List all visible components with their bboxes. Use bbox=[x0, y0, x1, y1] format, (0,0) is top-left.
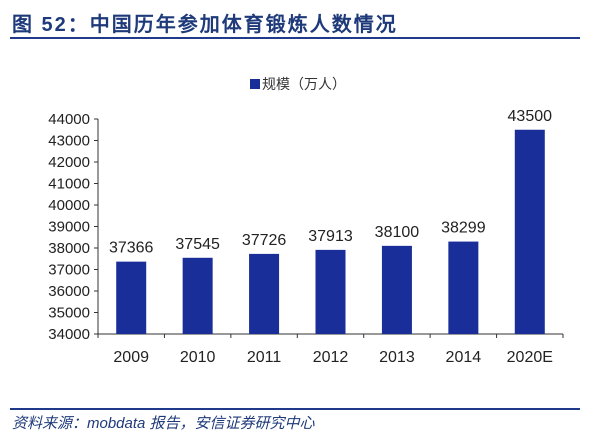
title-rule bbox=[10, 37, 580, 39]
bar-2014 bbox=[448, 241, 479, 334]
bar-2010 bbox=[182, 257, 213, 334]
y-tick-label: 41000 bbox=[48, 176, 90, 193]
y-tick-label: 43000 bbox=[48, 133, 90, 150]
bar-2020E bbox=[514, 129, 545, 334]
y-tick-label: 40000 bbox=[48, 197, 90, 214]
legend-label: 规模（万人） bbox=[262, 76, 346, 92]
y-tick-label: 44000 bbox=[48, 111, 90, 128]
bar-2012 bbox=[315, 249, 346, 334]
legend: 规模（万人） bbox=[250, 74, 346, 94]
data-label-2013: 38100 bbox=[375, 224, 420, 241]
bar-2009 bbox=[116, 261, 147, 334]
chart-title: 图 52：中国历年参加体育锻炼人数情况 bbox=[12, 14, 398, 36]
x-tick-label-2014: 2014 bbox=[446, 349, 482, 366]
footer-rule bbox=[10, 408, 580, 410]
data-label-2009: 37366 bbox=[109, 240, 154, 257]
x-tick-label-2013: 2013 bbox=[379, 349, 415, 366]
y-tick-label: 42000 bbox=[48, 154, 90, 171]
y-tick-label: 35000 bbox=[48, 305, 90, 322]
data-label-2012: 37913 bbox=[308, 228, 353, 245]
x-tick-label-2020E: 2020E bbox=[507, 349, 553, 366]
legend-swatch bbox=[250, 79, 260, 89]
x-tick-label-2011: 2011 bbox=[247, 349, 282, 366]
y-tick-label: 37000 bbox=[48, 262, 90, 279]
bar-2013 bbox=[381, 245, 412, 334]
y-tick-label: 38000 bbox=[48, 240, 90, 257]
data-label-2010: 37545 bbox=[175, 236, 220, 253]
x-tick-label-2009: 2009 bbox=[113, 349, 149, 366]
data-label-2014: 38299 bbox=[441, 220, 486, 237]
y-tick-label: 39000 bbox=[48, 219, 90, 236]
bar-2011 bbox=[249, 253, 280, 334]
y-tick-label: 36000 bbox=[48, 283, 90, 300]
source-note: 资料来源：mobdata 报告，安信证券研究中心 bbox=[12, 415, 315, 432]
data-label-2011: 37726 bbox=[242, 232, 287, 249]
x-tick-label-2012: 2012 bbox=[313, 349, 349, 366]
x-tick-label-2010: 2010 bbox=[180, 349, 216, 366]
data-label-2020E: 43500 bbox=[508, 108, 553, 125]
y-tick-label: 34000 bbox=[48, 326, 90, 343]
